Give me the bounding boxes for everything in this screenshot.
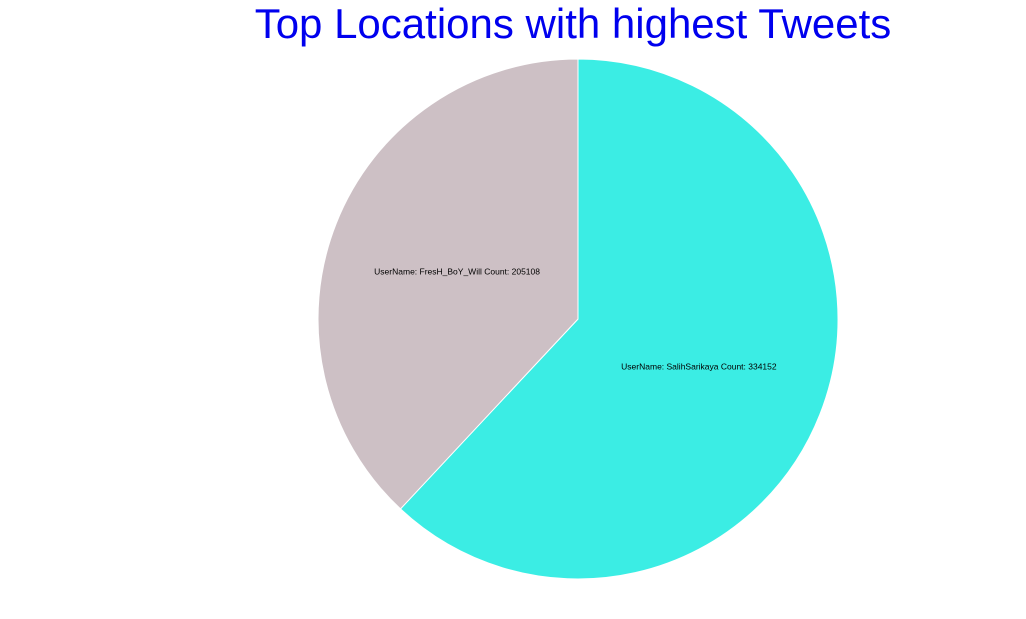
pie-slice-1: [317, 58, 579, 510]
pie-labels: UserName: SalihSarikaya Count: 334152 Use…: [374, 266, 777, 371]
pie-slices: [317, 58, 839, 580]
pie-slice-label-1: UserName: FresH_BoY_Will Count: 205108: [374, 266, 540, 276]
pie-slice-0: [399, 58, 839, 580]
chart-title: Top Locations with highest Tweets: [254, 0, 892, 47]
pie-slice-label-0: UserName: SalihSarikaya Count: 334152: [621, 362, 777, 372]
